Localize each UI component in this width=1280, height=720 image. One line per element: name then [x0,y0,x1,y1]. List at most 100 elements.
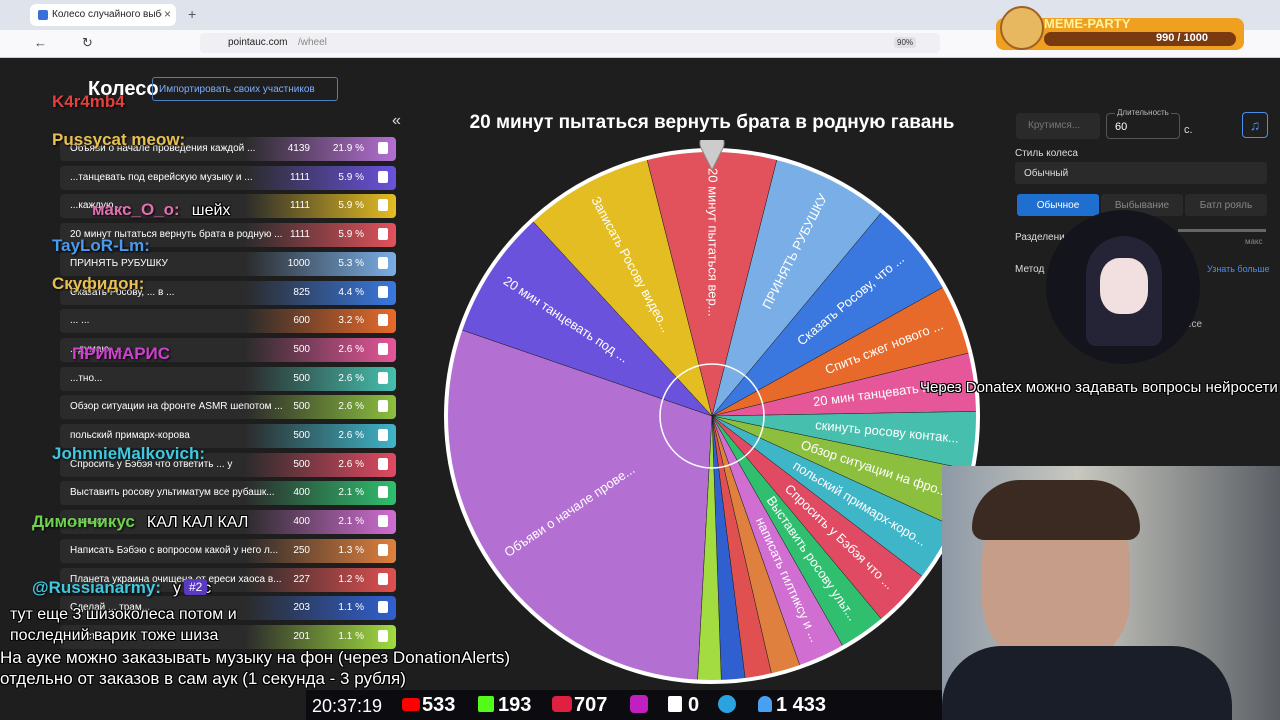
tab[interactable]: Колесо случайного выбора – I × [30,4,176,26]
collapse-button[interactable]: « [392,112,401,129]
participant-amount: 600 [293,315,310,327]
delete-button[interactable] [378,285,388,298]
mode-tab[interactable]: Обычное [1017,194,1099,216]
participant-row: Планета украина очищена от ереси хаоса в… [60,567,396,592]
delete-button[interactable] [378,429,388,441]
chat-user: @Russianarmy: [32,578,162,597]
participant-row: Сказать Росову, ... в ... 825 4.4 % [60,280,396,305]
participant-percent: 1.1 % [338,602,364,614]
delete-button[interactable] [378,342,388,355]
url-field[interactable]: pointauc.com /wheel 90% [200,33,940,53]
chat-badge: #2 [184,579,208,595]
max-label: макс [1245,237,1263,246]
duration-value: 60 [1115,121,1128,133]
more-link[interactable]: есе [1186,319,1203,330]
wheel: Объяви о начале прове...20 мин танцевать… [444,140,980,684]
participant-amount: 500 [293,458,310,470]
chat-user: Pussycat meow: [52,130,186,149]
overlay-music-1: На ауке можно заказывать музыку на фон (… [0,648,511,667]
duration-field[interactable]: Длительность 60 [1106,108,1180,139]
mode-tab[interactable]: Батл рояль [1185,194,1267,216]
participant-amount: 400 [293,516,310,528]
method-label: Метод [1015,264,1045,275]
delete-button[interactable] [378,486,388,499]
tab-bar: Колесо случайного выбора – I × + MEME-PA… [0,0,1280,50]
chat-entry: макс_O_o: шейх [92,200,230,220]
participant-name: 20 минут пытаться вернуть брата в родную… [70,229,283,241]
music-button[interactable]: ♫ [1242,112,1268,138]
participant-amount: 400 [293,487,310,499]
participant-name: ...тно... [70,372,103,384]
participant-name: Объяви о начале проведения каждой ... [70,143,256,154]
delete-button[interactable] [378,629,388,642]
split-label: Разделени [1015,232,1065,243]
participant-name: Сделай ... трам... [70,602,151,614]
participant-percent: 2.6 % [338,458,364,470]
delete-button[interactable] [378,457,388,470]
participant-percent: 2.6 % [338,401,364,413]
chat-entry: Димончикус КАЛ КАЛ КАЛ [32,512,248,532]
delete-button[interactable] [378,228,388,241]
participant-percent: 2.6 % [338,343,364,355]
delete-button[interactable] [378,170,388,183]
style-select[interactable]: Обычный [1015,162,1267,184]
participant-percent: 1.3 % [338,544,364,556]
delete-button[interactable] [378,256,388,269]
duration-unit: с. [1184,124,1193,136]
learn-more[interactable]: Узнать больше [1207,264,1270,274]
chat-user: макс_O_o: [92,200,180,219]
delete-button[interactable] [378,543,388,556]
meme-party-widget: MEME-PARTY 990 / 1000 [996,6,1244,50]
chat-line: тут еще 3 шизоколеса потом и [10,606,237,623]
chat-entry: @Russianarmy:у нас#2 [32,578,211,598]
style-label: Стиль колеса [1015,148,1078,159]
tab-close[interactable]: × [164,7,172,21]
participant-name: польский примарх-корова [70,430,190,441]
url-host: pointauc.com [228,37,288,48]
participant-percent: 1.1 % [338,630,364,642]
delete-button[interactable] [378,400,388,413]
spin-button[interactable]: Крутимся... [1016,113,1100,139]
kick-icon [478,696,494,712]
reload-button[interactable]: ↻ [82,35,93,50]
new-tab[interactable]: + [188,6,197,22]
clock: 20:37:19 [312,696,383,716]
participant-row: Обзор ситуации на фронте ASMR шепотом ..… [60,395,396,420]
import-button[interactable]: Импортировать своих участников [152,77,338,101]
chat-user: K4r4mb4 [52,92,125,111]
participant-amount: 201 [293,630,310,642]
back-button[interactable]: ← [34,35,47,50]
delete-button[interactable] [378,371,388,384]
youtube-icon [402,698,420,711]
page-title: Колесо [88,78,159,100]
participant-amount: 250 [293,544,310,556]
participant-name: Обзор ситуации на фронте ASMR шепотом ..… [70,401,283,413]
chat-user: JohnnieMalkovich: [52,444,206,463]
delete-button[interactable] [378,572,388,585]
participant-percent: 5.9 % [338,200,364,212]
participant-name: ... встреч... [70,630,121,642]
participant-percent: 2.6 % [338,372,364,384]
viewers-icon [758,696,772,712]
delete-button[interactable] [378,601,388,614]
chat-text: шейх [191,202,231,219]
doge-icon [1000,6,1044,50]
delete-button[interactable] [378,314,388,327]
participant-row: Объяви о начале проведения каждой ... 413… [60,137,396,161]
chat-user: TayLoR-Lm: [52,236,150,255]
participant-name: ПРИНЯТЬ РУБУШКУ [70,257,168,269]
viewers-count: 1 433 [776,694,827,716]
delete-button[interactable] [378,515,388,528]
chat-user: Димончикус [32,512,135,531]
delete-button[interactable] [378,199,388,212]
zoom[interactable]: 90% [894,37,917,48]
participant-row: ... встреч... 201 1.1 % [60,624,396,649]
participant-name: Планета украина очищена от ереси хаоса в… [70,573,282,585]
participant-percent: 5.3 % [338,257,364,269]
participant-amount: 227 [293,573,310,585]
participant-row: ...тно... 500 2.6 % [60,366,396,391]
delete-button[interactable] [378,142,388,154]
participant-name: ...думаю, ... [70,343,123,355]
chat-text: КАЛ КАЛ КАЛ [146,514,249,531]
participant-amount: 500 [293,343,310,355]
